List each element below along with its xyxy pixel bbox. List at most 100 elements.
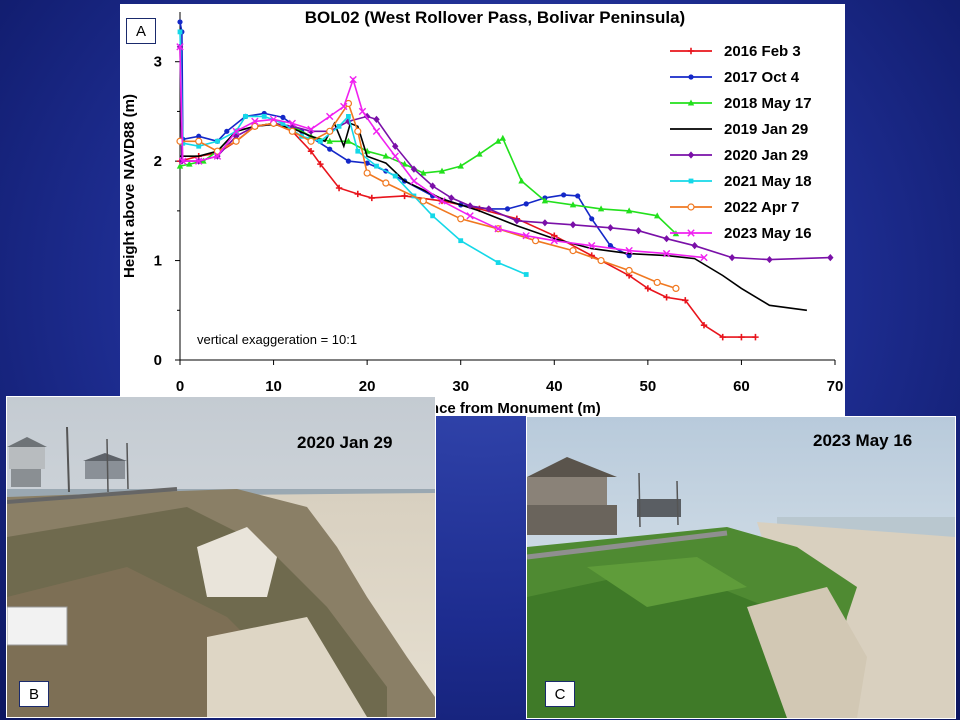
data-point [410, 165, 418, 173]
series-line [179, 31, 527, 276]
data-point [392, 173, 398, 179]
legend-entry: 2021 May 18 [670, 173, 812, 190]
data-point [251, 117, 259, 126]
y-tick-label: 1 [154, 253, 162, 270]
legend-label: 2017 Oct 4 [724, 69, 800, 86]
panel-letter-b: B [19, 681, 49, 707]
x-axis-label: Distance from Monument (m) [393, 400, 601, 416]
data-point [288, 119, 296, 128]
data-point [738, 333, 745, 341]
data-point [232, 137, 240, 145]
x-tick-label: 10 [265, 378, 282, 395]
data-point [177, 29, 183, 35]
data-point [307, 137, 315, 145]
data-point [541, 219, 549, 227]
data-point [522, 232, 530, 240]
data-point [499, 134, 507, 141]
data-point [588, 241, 596, 250]
data-point [280, 120, 286, 126]
data-point [551, 232, 558, 239]
legend-entry: 2023 May 16 [670, 225, 812, 242]
data-point [700, 322, 708, 329]
x-tick-label: 20 [359, 378, 376, 395]
y-tick-label: 2 [154, 153, 162, 170]
data-point [372, 127, 381, 136]
legend-marker [688, 178, 694, 184]
data-point [355, 148, 361, 154]
x-tick-label: 60 [733, 378, 750, 395]
data-point [391, 152, 399, 160]
data-point [438, 167, 446, 174]
data-point [589, 216, 595, 222]
data-point [550, 236, 558, 245]
data-point [195, 137, 203, 145]
data-point [374, 163, 379, 169]
data-point [682, 297, 689, 304]
x-tick-label: 70 [827, 378, 844, 395]
y-axis-label: Height above NAVD88 (m) [121, 94, 138, 278]
photo-2020-dune: 2020 Jan 29 B [6, 396, 436, 718]
data-point [575, 193, 581, 199]
photo-b-date: 2020 Jan 29 [297, 433, 393, 452]
series-line [180, 121, 808, 312]
data-point [827, 253, 834, 262]
data-point [635, 227, 642, 235]
y-tick-label: 3 [154, 54, 162, 71]
data-point [176, 162, 184, 169]
data-point [766, 255, 773, 264]
data-point [607, 224, 614, 232]
data-point [317, 138, 323, 144]
legend-entry: 2016 Feb 3 [670, 43, 801, 60]
x-tick-label: 0 [176, 378, 184, 395]
x-tick-label: 30 [452, 378, 469, 395]
data-point [523, 272, 529, 277]
data-point [232, 127, 240, 136]
series-2 [176, 119, 680, 237]
legend-entry: 2022 Apr 7 [670, 199, 799, 216]
data-point [358, 107, 367, 116]
legend-entry: 2017 Oct 4 [670, 69, 800, 86]
data-point [307, 148, 315, 155]
data-point [518, 177, 525, 184]
legend-marker [687, 151, 695, 159]
series-line [180, 101, 677, 290]
data-point [382, 179, 390, 187]
legend-entry: 2018 May 17 [670, 95, 812, 112]
data-point [345, 137, 352, 144]
data-point [597, 205, 605, 212]
data-point [485, 205, 492, 213]
legend-marker [687, 229, 695, 237]
data-point [495, 260, 501, 265]
legend-entry: 2019 Jan 29 [670, 121, 808, 138]
data-point [349, 75, 357, 84]
data-point [429, 182, 436, 190]
data-point [335, 184, 343, 192]
data-point [644, 285, 652, 292]
axes-layer: 0 10 20 30 40 50 60 70 0 1 2 3 [154, 12, 844, 395]
series-1 [177, 19, 632, 259]
data-point [251, 122, 259, 130]
panel-letter-c: C [545, 681, 575, 707]
data-point [401, 160, 408, 167]
legend-marker [688, 74, 694, 80]
series-7 [176, 43, 708, 262]
legend-label: 2019 Jan 29 [724, 121, 808, 138]
data-point [457, 215, 465, 223]
series-line [179, 46, 705, 259]
data-point [196, 143, 202, 149]
data-point [280, 114, 286, 120]
data-point [354, 190, 361, 198]
data-point [327, 146, 333, 152]
chart-svg: BOL02 (West Rollover Pass, Bolivar Penin… [121, 8, 844, 416]
photo-2023-dune: 2023 May 16 C [526, 416, 956, 719]
data-point [569, 221, 577, 229]
data-point [561, 192, 567, 198]
series-line [179, 122, 677, 235]
photo-b-image [7, 397, 435, 717]
data-point [307, 127, 315, 135]
data-point [326, 127, 334, 135]
legend-label: 2016 Feb 3 [724, 43, 801, 60]
data-point [448, 194, 455, 202]
series-layer [176, 19, 834, 341]
data-point [430, 213, 436, 219]
